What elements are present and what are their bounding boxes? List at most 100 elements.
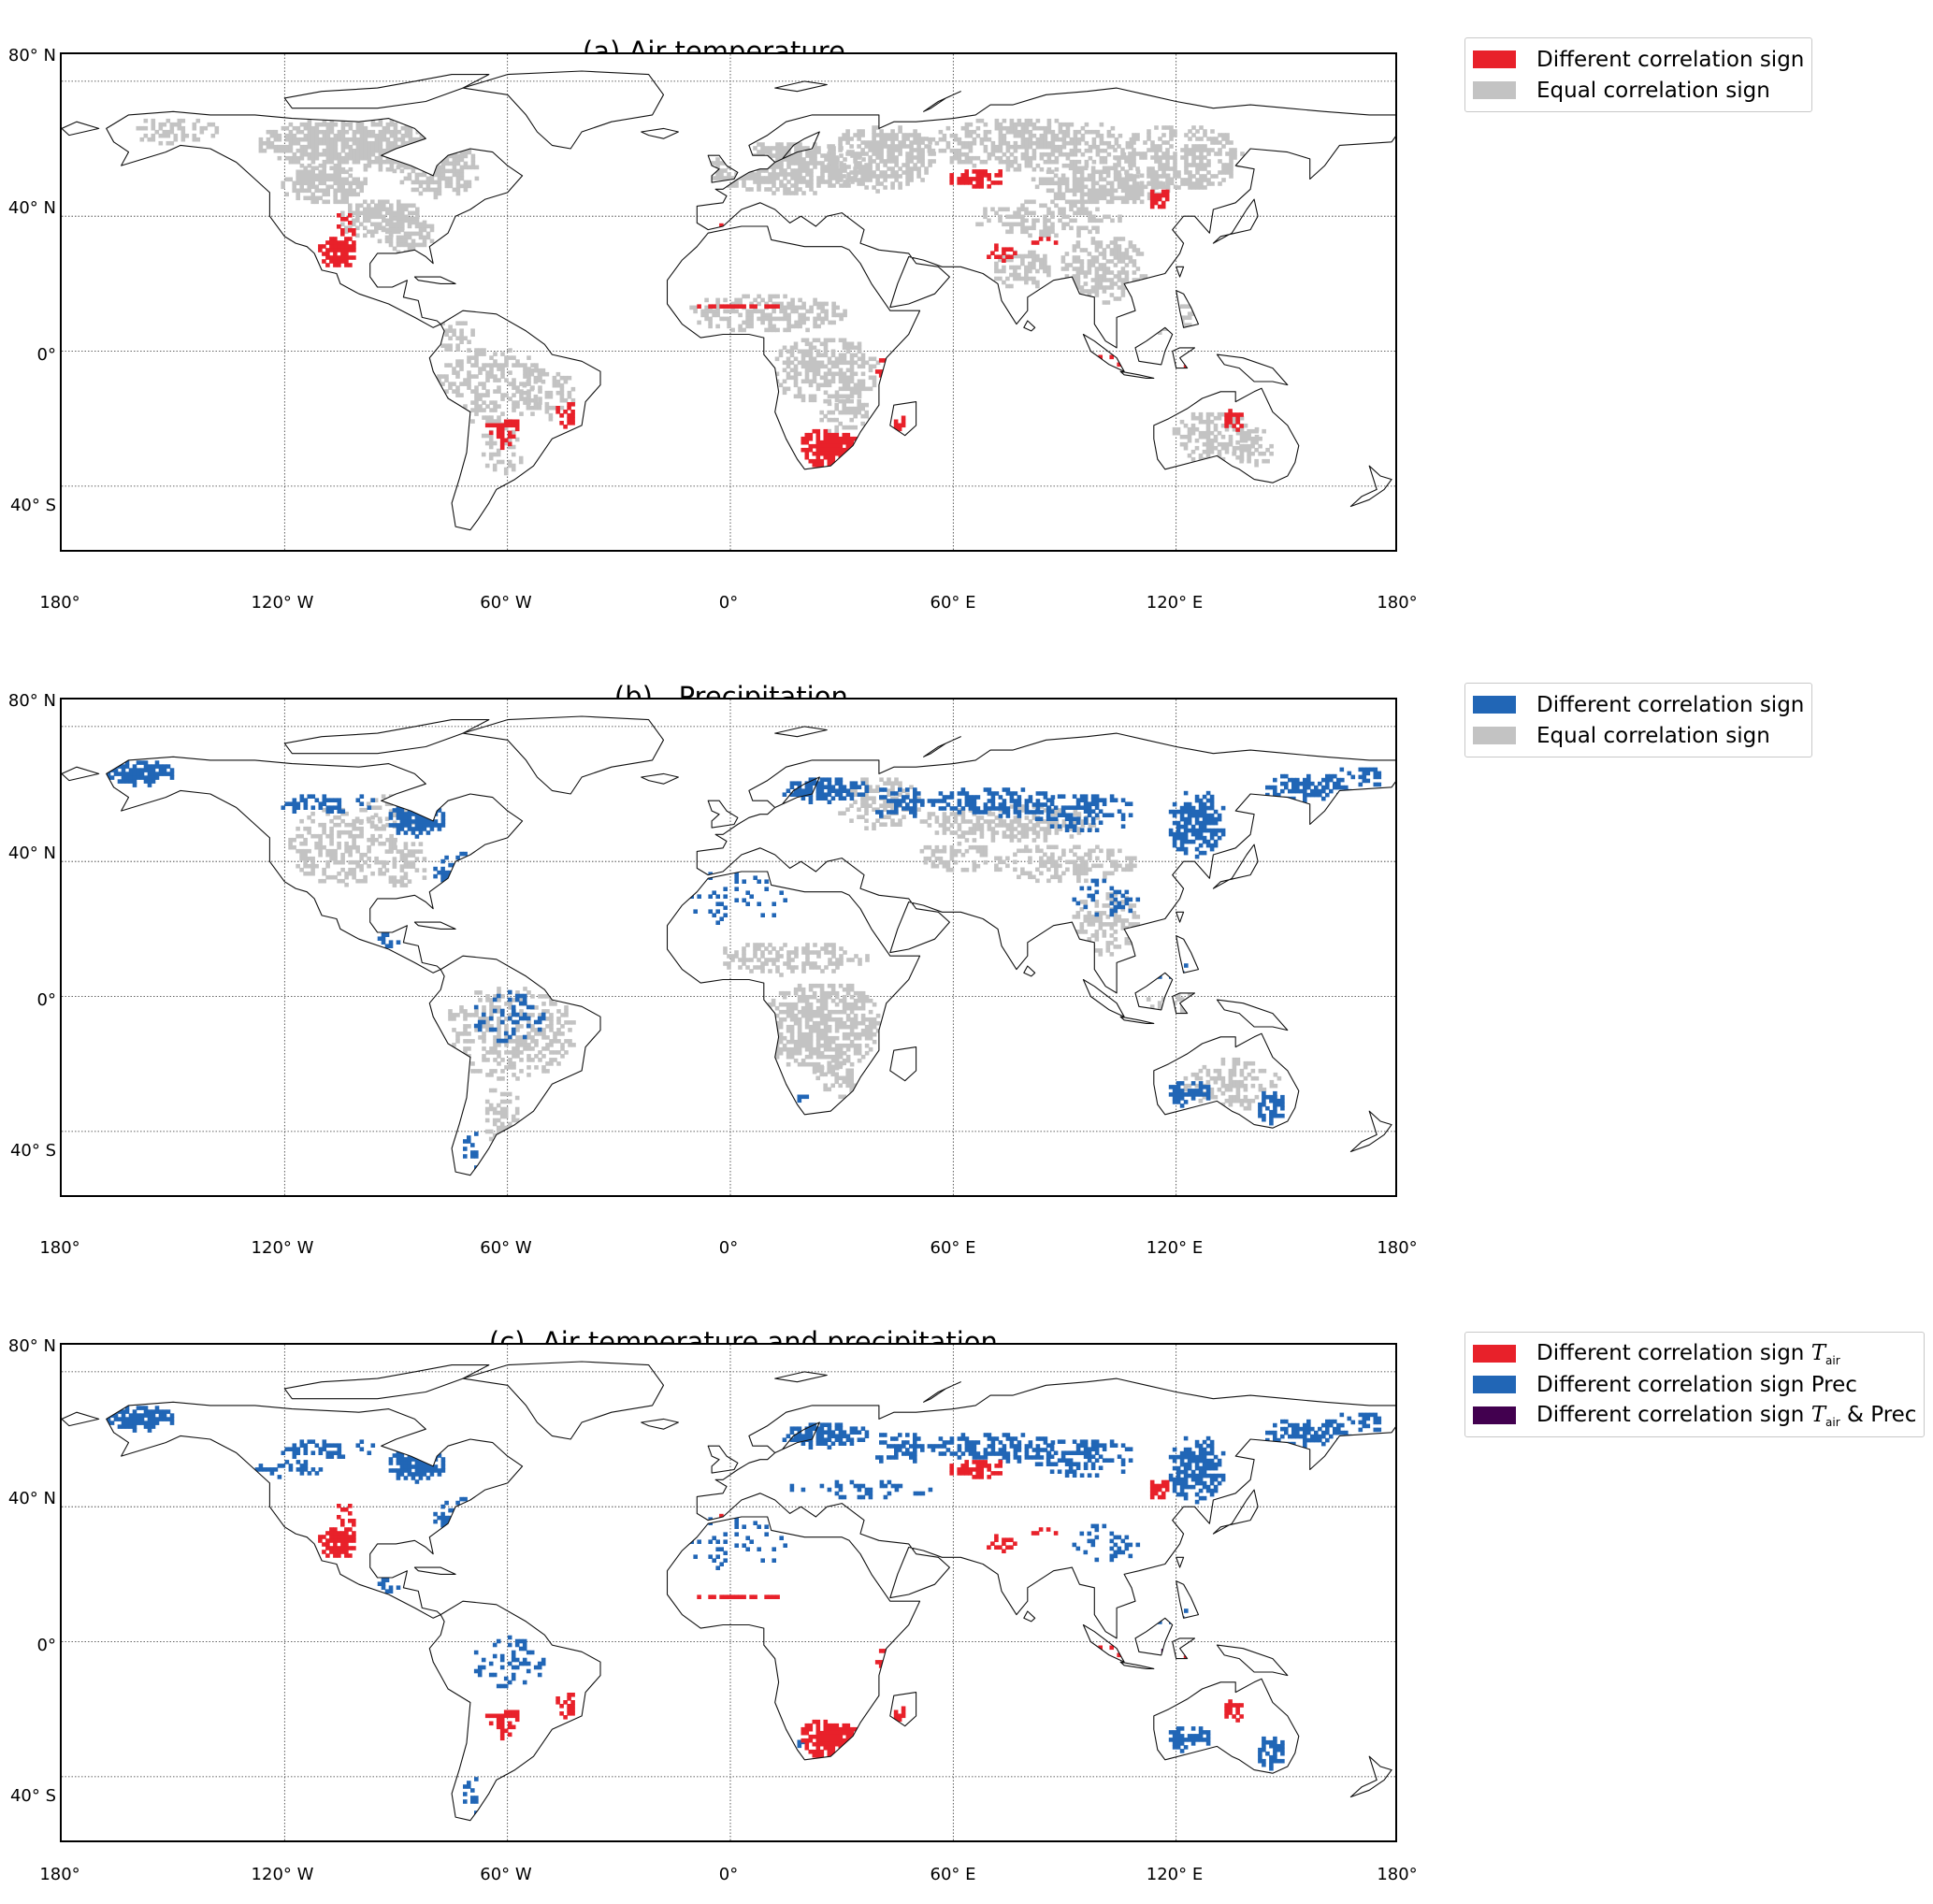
equal-sign-cell bbox=[1013, 133, 1018, 138]
equal-sign-cell bbox=[403, 864, 409, 869]
equal-sign-cell bbox=[463, 1031, 468, 1036]
equal-sign-cell bbox=[712, 312, 716, 318]
equal-sign-cell bbox=[820, 176, 825, 180]
equal-sign-cell bbox=[474, 400, 479, 405]
equal-sign-cell bbox=[815, 1061, 821, 1067]
equal-sign-cell bbox=[359, 833, 364, 839]
equal-sign-cell bbox=[767, 1020, 772, 1026]
equal-sign-cell bbox=[139, 125, 145, 131]
equal-sign-cell bbox=[488, 433, 494, 439]
equal-sign-cell bbox=[296, 188, 300, 194]
equal-sign-cell bbox=[407, 849, 412, 854]
equal-sign-cell bbox=[801, 994, 806, 1000]
equal-sign-cell bbox=[805, 153, 810, 158]
equal-sign-cell bbox=[789, 1009, 795, 1015]
equal-sign-cell bbox=[1094, 169, 1100, 175]
different-sign-cell bbox=[567, 417, 571, 422]
equal-sign-cell bbox=[983, 133, 988, 138]
equal-sign-cell bbox=[385, 137, 391, 142]
equal-sign-cell bbox=[1109, 281, 1115, 286]
equal-sign-cell bbox=[1039, 140, 1045, 146]
equal-sign-cell bbox=[378, 129, 383, 135]
equal-sign-cell bbox=[779, 153, 784, 158]
equal-sign-cell bbox=[913, 140, 917, 145]
equal-sign-cell bbox=[820, 946, 825, 951]
equal-sign-cell bbox=[857, 341, 862, 347]
different-sign-cell bbox=[503, 419, 509, 425]
equal-sign-cell bbox=[1088, 129, 1093, 135]
equal-sign-cell bbox=[1173, 174, 1177, 179]
equal-sign-cell bbox=[359, 151, 365, 157]
equal-sign-cell bbox=[299, 177, 304, 182]
equal-sign-cell bbox=[437, 176, 442, 181]
equal-sign-cell bbox=[1105, 169, 1111, 175]
equal-sign-cell bbox=[1113, 173, 1118, 179]
equal-sign-cell bbox=[355, 826, 360, 831]
equal-sign-cell bbox=[414, 849, 420, 854]
equal-sign-cell bbox=[1050, 214, 1055, 220]
equal-sign-cell bbox=[337, 129, 342, 135]
equal-sign-cell bbox=[545, 1009, 550, 1014]
equal-sign-cell bbox=[768, 153, 772, 158]
equal-sign-cell bbox=[909, 133, 914, 137]
equal-sign-cell bbox=[1128, 195, 1133, 201]
different-sign-cell bbox=[827, 440, 832, 445]
equal-sign-cell bbox=[738, 297, 743, 303]
equal-sign-cell bbox=[452, 168, 457, 174]
equal-sign-cell bbox=[478, 998, 483, 1002]
equal-sign-cell bbox=[779, 316, 784, 322]
equal-sign-cell bbox=[872, 148, 876, 152]
equal-sign-cell bbox=[467, 355, 471, 360]
equal-sign-cell bbox=[322, 188, 326, 194]
equal-sign-cell bbox=[798, 142, 802, 147]
equal-sign-cell bbox=[1043, 218, 1047, 224]
equal-sign-cell bbox=[444, 374, 449, 379]
equal-sign-cell bbox=[816, 316, 821, 322]
equal-sign-cell bbox=[1183, 441, 1189, 447]
equal-sign-cell bbox=[363, 166, 368, 172]
equal-sign-cell bbox=[514, 1095, 520, 1101]
equal-sign-cell bbox=[860, 406, 865, 411]
equal-sign-cell bbox=[1229, 170, 1233, 175]
equal-sign-cell bbox=[1124, 155, 1129, 160]
equal-sign-cell bbox=[325, 140, 331, 146]
equal-sign-cell bbox=[292, 837, 296, 843]
equal-sign-cell bbox=[367, 159, 372, 165]
equal-sign-cell bbox=[872, 170, 876, 175]
equal-sign-cell bbox=[789, 368, 795, 373]
equal-sign-cell bbox=[883, 159, 887, 164]
equal-sign-cell bbox=[875, 360, 881, 366]
different-sign-cell bbox=[815, 428, 821, 434]
equal-sign-cell bbox=[333, 859, 338, 865]
equal-sign-cell bbox=[1161, 151, 1166, 156]
equal-sign-cell bbox=[1043, 133, 1048, 138]
equal-sign-cell bbox=[1090, 184, 1096, 190]
equal-sign-cell bbox=[774, 1013, 780, 1018]
equal-sign-cell bbox=[1124, 255, 1130, 260]
equal-sign-cell bbox=[515, 363, 520, 368]
equal-sign-cell bbox=[834, 417, 839, 423]
equal-sign-cell bbox=[393, 125, 398, 131]
equal-sign-cell bbox=[1235, 440, 1240, 445]
equal-sign-cell bbox=[373, 798, 379, 802]
equal-sign-cell bbox=[399, 224, 405, 229]
equal-sign-cell bbox=[1102, 195, 1107, 201]
equal-sign-cell bbox=[422, 153, 427, 159]
different-sign-cell bbox=[838, 443, 844, 449]
equal-sign-cell bbox=[839, 153, 844, 158]
equal-sign-cell bbox=[805, 309, 810, 314]
equal-sign-cell bbox=[545, 1061, 550, 1066]
equal-sign-cell bbox=[801, 320, 806, 325]
equal-sign-cell bbox=[307, 177, 311, 182]
equal-sign-cell bbox=[378, 155, 383, 161]
equal-sign-cell bbox=[422, 805, 427, 810]
equal-sign-cell bbox=[916, 151, 921, 156]
equal-sign-cell bbox=[804, 1061, 810, 1067]
equal-sign-cell bbox=[749, 312, 754, 318]
equal-sign-cell bbox=[783, 294, 787, 299]
equal-sign-cell bbox=[789, 345, 795, 351]
equal-sign-cell bbox=[460, 140, 466, 146]
equal-sign-cell bbox=[1069, 225, 1074, 231]
equal-sign-cell bbox=[355, 225, 360, 231]
equal-sign-cell bbox=[1087, 263, 1092, 267]
